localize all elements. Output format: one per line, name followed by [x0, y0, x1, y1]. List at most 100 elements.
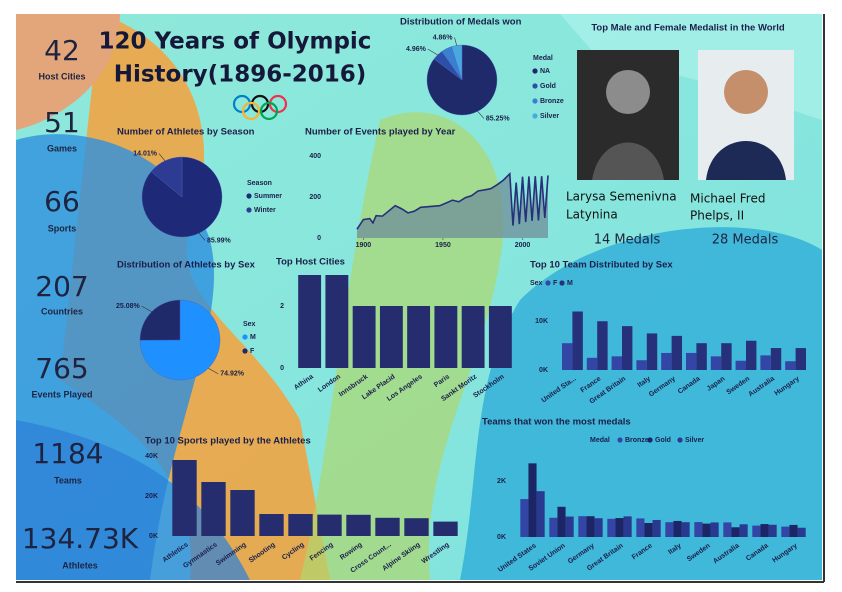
kpi-label: Sports: [48, 223, 77, 233]
bar: [536, 491, 545, 537]
title: History(1896-2016): [114, 62, 367, 88]
leader-line: [427, 48, 438, 56]
legend-marker: [532, 98, 538, 104]
bar: [731, 527, 740, 537]
bar: [586, 357, 598, 370]
bar: [710, 522, 719, 537]
line: [356, 171, 549, 230]
bar: [346, 514, 371, 536]
y-tick-label: 0K: [149, 533, 158, 540]
bar: [325, 275, 349, 368]
bar: [407, 306, 431, 368]
bar: [735, 360, 746, 370]
bar: [789, 524, 798, 537]
legend-title: Sex: [243, 321, 256, 328]
chart-title: Top 10 Sports played by the Athletes: [145, 436, 311, 447]
y-tick-label: 0K: [539, 367, 548, 374]
y-tick-label: 0K: [497, 534, 506, 541]
legend-marker: [246, 193, 252, 199]
area: [357, 173, 548, 238]
kpi-value: 42: [44, 34, 80, 67]
leader-line: [198, 232, 206, 241]
bar: [611, 356, 622, 370]
y-tick-label: 10K: [535, 318, 548, 325]
data-label: 4.86%: [433, 34, 454, 41]
kpi-label: Events Played: [31, 389, 92, 399]
bar: [636, 360, 647, 370]
bar: [172, 460, 197, 536]
bar: [565, 516, 574, 537]
legend-marker: [242, 334, 248, 340]
chart-title: Teams that won the most medals: [482, 417, 631, 428]
legend-marker: [246, 207, 252, 213]
chart-title: Top 10 Team Distributed by Sex: [530, 260, 673, 271]
legend-label: Winter: [254, 207, 276, 214]
kpi-label: Teams: [54, 475, 82, 485]
title: 120 Years of Olympic: [99, 29, 372, 55]
bar: [488, 306, 512, 368]
bar: [644, 523, 653, 537]
bar: [797, 527, 806, 537]
bar: [586, 516, 595, 537]
leader-line: [454, 37, 457, 46]
bar: [607, 518, 616, 537]
kpi-value: 66: [44, 185, 80, 218]
photo: [577, 50, 679, 180]
bar: [636, 518, 645, 537]
x-tick-label: 2000: [515, 242, 531, 249]
legend-label: NA: [540, 68, 550, 75]
y-tick-label: 0: [317, 235, 321, 242]
bar: [694, 522, 703, 537]
leader-line: [477, 111, 485, 119]
kpi-value: 134.73K: [22, 522, 139, 555]
data-label: 85.25%: [486, 115, 511, 122]
medalist-title: Top Male and Female Medalist in the Worl…: [591, 23, 785, 34]
medal-count: 28 Medals: [712, 233, 779, 248]
y-tick-label: 2: [280, 303, 284, 310]
bar: [201, 482, 226, 536]
y-tick-label: 20K: [145, 493, 158, 500]
bar: [710, 356, 722, 370]
bar: [652, 519, 661, 537]
chart-title: Distribution of Medals won: [400, 17, 522, 28]
legend-label: F: [250, 348, 255, 355]
kpi-value: 207: [35, 270, 88, 303]
legend-marker: [617, 437, 623, 443]
data-label: 85.99%: [207, 237, 232, 244]
bar: [230, 490, 255, 536]
legend-marker: [647, 437, 653, 443]
y-tick-label: 2K: [497, 478, 506, 485]
legend-marker: [532, 83, 538, 89]
legend-label: M: [567, 280, 573, 287]
bar: [646, 333, 658, 370]
kpi-label: Host Cities: [38, 71, 85, 81]
olympic-rings: [232, 94, 288, 121]
bar: [685, 352, 697, 370]
bar: [721, 343, 732, 370]
chart-title: Distribution of Athletes by Sex: [117, 260, 256, 271]
medalist-name: Larysa Semenivna: [566, 190, 677, 204]
bar: [520, 499, 529, 537]
bar: [661, 352, 672, 370]
legend-title: Medal: [533, 55, 553, 62]
medalist-name: Phelps, II: [690, 209, 744, 223]
y-tick-label: 400: [309, 153, 321, 160]
bar: [597, 321, 608, 370]
leader-line: [141, 305, 152, 313]
bar: [461, 306, 485, 368]
pie-slice: [150, 156, 183, 198]
bar: [702, 523, 711, 537]
bar: [434, 306, 458, 368]
kpi-label: Athletes: [62, 560, 98, 570]
bar: [528, 463, 537, 537]
bar: [785, 361, 796, 370]
bar: [549, 517, 558, 537]
bar: [746, 340, 757, 370]
data-label: 25.08%: [116, 303, 141, 310]
y-tick-label: 200: [309, 194, 321, 201]
bar: [665, 522, 674, 537]
data-label: 14.01%: [133, 150, 158, 157]
bar: [404, 518, 429, 536]
medalist-name: Latynina: [566, 208, 618, 222]
